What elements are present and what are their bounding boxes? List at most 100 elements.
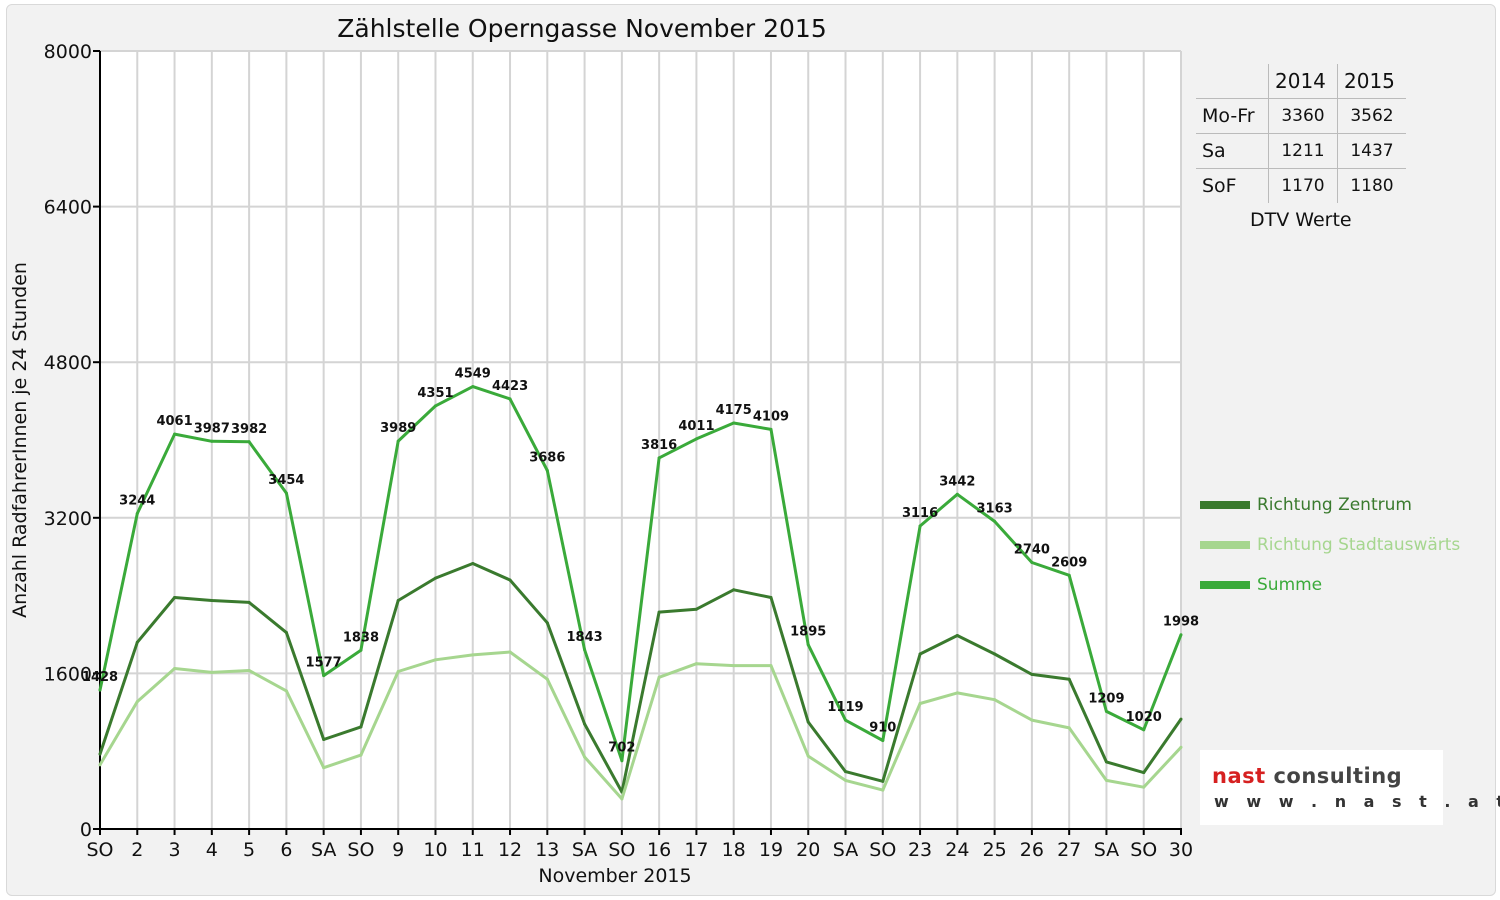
data-point <box>844 718 848 722</box>
legend-label: Richtung Stadtauswärts <box>1257 535 1461 555</box>
dtv-table: 2014 2015 Mo-Fr 3360 3562 Sa 1211 1437 S… <box>1196 64 1406 203</box>
x-tick-label: 3 <box>169 839 181 861</box>
data-point <box>694 662 698 666</box>
data-label: 1895 <box>790 625 826 640</box>
data-point <box>1104 709 1108 713</box>
data-point <box>210 670 214 674</box>
data-point <box>918 702 922 706</box>
data-point <box>508 650 512 654</box>
data-label: 1838 <box>343 630 379 645</box>
x-tick-label: SO <box>869 839 896 861</box>
data-point <box>284 491 288 495</box>
data-point <box>694 607 698 611</box>
y-tick-label: 1600 <box>44 663 92 685</box>
logo-name-part: nast <box>1212 764 1274 788</box>
data-label: 1577 <box>306 656 342 671</box>
data-point <box>396 598 400 602</box>
data-point <box>433 576 437 580</box>
x-tick-label: 30 <box>1169 839 1193 861</box>
data-label: 4175 <box>716 403 752 418</box>
data-point <box>471 653 475 657</box>
data-point <box>583 755 587 759</box>
dtv-header-2015: 2015 <box>1337 64 1406 99</box>
legend-item-stadtauswaerts: Richtung Stadtauswärts <box>1200 534 1460 556</box>
data-label: 3989 <box>380 421 416 436</box>
legend-swatch <box>1200 541 1250 549</box>
data-point <box>918 652 922 656</box>
data-point <box>1030 561 1034 565</box>
data-point <box>135 640 139 644</box>
y-tick-label: 3200 <box>44 508 92 530</box>
logo-name-part: consulting <box>1273 764 1403 788</box>
axes <box>93 50 1182 835</box>
x-tick-label: 6 <box>280 839 292 861</box>
data-label: 702 <box>608 741 635 756</box>
data-point <box>98 763 102 767</box>
x-tick-label: 26 <box>1020 839 1044 861</box>
data-point <box>545 469 549 473</box>
x-tick-label: SO <box>1130 839 1157 861</box>
data-point <box>620 759 624 763</box>
data-point <box>322 674 326 678</box>
x-tick-label: SO <box>608 839 635 861</box>
data-point <box>657 675 661 679</box>
x-tick-label: SA <box>1094 839 1119 861</box>
data-point <box>1142 785 1146 789</box>
data-label: 3442 <box>939 474 975 489</box>
data-label: 2740 <box>1014 543 1050 558</box>
chart-title: Zählstelle Operngasse November 2015 <box>337 14 826 43</box>
data-point <box>993 652 997 656</box>
data-label: 1209 <box>1088 691 1124 706</box>
x-tick-label: SA <box>572 839 597 861</box>
dtv-cell: 1180 <box>1337 168 1406 203</box>
data-point <box>98 752 102 756</box>
legend-item-zentrum: Richtung Zentrum <box>1200 494 1412 516</box>
y-axis-title: Anzahl RadfahrerInnen je 24 Stunden <box>9 262 31 618</box>
x-tick-label: 9 <box>392 839 404 861</box>
data-point <box>1104 760 1108 764</box>
x-tick-label: 20 <box>796 839 820 861</box>
dtv-caption: DTV Werte <box>1250 209 1352 231</box>
data-point <box>284 631 288 635</box>
data-point <box>769 596 773 600</box>
dtv-cell: 1211 <box>1268 133 1338 169</box>
data-label: 4351 <box>417 386 453 401</box>
data-label: 3116 <box>902 506 938 521</box>
legend-swatch <box>1200 501 1250 509</box>
data-point <box>620 797 624 801</box>
data-point <box>396 439 400 443</box>
data-point <box>881 788 885 792</box>
data-point <box>1067 573 1071 577</box>
data-label: 1843 <box>566 630 602 645</box>
data-label: 3982 <box>231 422 267 437</box>
data-label: 3244 <box>119 494 155 509</box>
data-point <box>508 397 512 401</box>
data-label: 4011 <box>678 419 714 434</box>
data-point <box>993 698 997 702</box>
data-point <box>806 643 810 647</box>
data-point <box>918 524 922 528</box>
data-point <box>881 779 885 783</box>
x-tick-label: 27 <box>1057 839 1081 861</box>
data-point <box>210 598 214 602</box>
data-point <box>657 456 661 460</box>
x-tick-labels: SO 2 3 4 5 6 SA SO 9 10 11 12 13 SA SO 16 17 18 19 20 SA SO 23… <box>86 839 1193 861</box>
x-tick-label: 24 <box>945 839 969 861</box>
dtv-cell: 1437 <box>1337 133 1406 169</box>
x-tick-label: SO <box>86 839 113 861</box>
series-line-0 <box>98 562 1183 794</box>
data-point <box>210 439 214 443</box>
y-tick-labels: 0 1600 3200 4800 6400 8000 <box>44 41 92 841</box>
data-point <box>359 725 363 729</box>
dtv-cell: 1170 <box>1268 168 1338 203</box>
legend-item-summe: Summe <box>1200 574 1322 596</box>
series-line-2 <box>98 385 1183 763</box>
data-point <box>769 427 773 431</box>
x-tick-label: 11 <box>461 839 485 861</box>
company-logo: nast consulting w w w . n a s t . a t <box>1200 750 1500 825</box>
data-point <box>881 739 885 743</box>
data-point <box>955 691 959 695</box>
data-point <box>284 689 288 693</box>
x-tick-label: 4 <box>206 839 218 861</box>
